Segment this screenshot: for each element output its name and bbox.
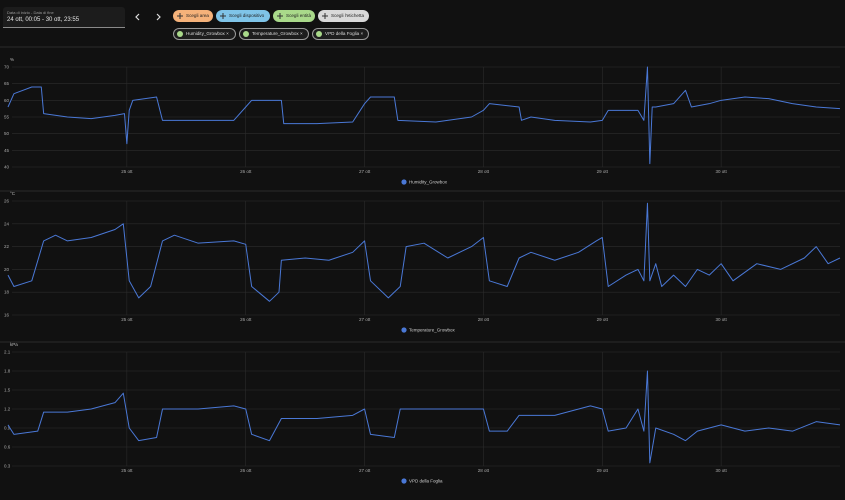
y-tick-label: 0.9 [4,426,11,431]
y-axis-unit: kPa [10,342,18,347]
legend-marker [401,327,407,333]
x-tick-label: 28 ott [478,468,490,473]
y-tick-label: 65 [4,81,10,86]
entity-chip[interactable]: Humidity_Growbox × [173,28,236,40]
y-tick-label: 20 [4,267,10,272]
y-axis-unit: °C [10,191,16,196]
x-tick-label: 27 ott [359,317,371,322]
legend-label: Temperature_Growbox [409,328,456,333]
y-tick-label: 70 [4,65,10,70]
y-tick-label: 24 [4,221,10,226]
y-tick-label: 1.2 [4,407,11,412]
x-tick-label: 26 ott [240,317,252,322]
series-line [7,370,841,464]
x-tick-label: 29 ott [597,169,609,174]
legend-marker [401,478,407,484]
x-tick-label: 26 ott [240,468,252,473]
y-tick-label: 26 [4,199,10,204]
nav-arrows [135,13,161,21]
chip-label: Scegli area [186,13,209,18]
x-tick-label: 25 ott [121,169,133,174]
legend-label: VPD della Foglia [409,479,443,484]
chip-entity[interactable]: Scegli entità [273,10,315,22]
x-tick-label: 25 ott [121,468,133,473]
date-label: Data di inizio - Data di fine [7,10,54,15]
y-tick-label: 1.8 [4,369,11,374]
y-tick-label: 22 [4,244,10,249]
chip-label: VPD della Foglia [325,31,360,36]
x-tick-label: 27 ott [359,468,371,473]
x-tick-label: 30 ott [716,317,728,322]
chip-label: Scegli l'etichetta [331,13,365,18]
chip-label: Scegli dispositivo [229,13,265,18]
x-tick-label: 30 ott [716,169,728,174]
y-tick-label: 45 [4,148,10,153]
x-tick-label: 27 ott [359,169,371,174]
x-tick-label: 28 ott [478,169,490,174]
y-tick-label: 1.5 [4,388,11,393]
chip-label: Scegli entità [286,13,312,18]
legend-marker [401,179,407,185]
y-tick-label: 2.1 [4,350,11,355]
y-tick-label: 60 [4,98,10,103]
chip-label-pick[interactable]: Scegli l'etichetta [318,10,369,22]
y-tick-label: 18 [4,290,10,295]
x-tick-label: 30 ott [716,468,728,473]
date-picker[interactable]: Data di inizio - Data di fine 24 ott, 00… [3,7,125,28]
x-tick-label: 28 ott [478,317,490,322]
x-tick-label: 26 ott [240,169,252,174]
y-tick-label: 40 [4,165,10,170]
x-tick-label: 29 ott [597,317,609,322]
series-line [7,66,841,165]
chip-area[interactable]: Scegli area [173,10,213,22]
prev-arrow[interactable] [135,13,140,21]
legend-label: Humidity_Growbox [409,180,448,185]
entity-chip[interactable]: Temperature_Growbox × [239,28,309,40]
date-range: 24 ott, 00:05 - 30 ott, 23:55 [7,17,80,23]
chip-label: Humidity_Growbox [186,31,225,36]
y-tick-label: 16 [4,313,10,318]
series-line [7,202,841,302]
next-arrow[interactable] [156,13,161,21]
chip-label: Temperature_Growbox [252,31,299,36]
y-tick-label: 55 [4,115,10,120]
y-tick-label: 0.6 [4,445,11,450]
entity-chip[interactable]: VPD della Foglia × [312,28,369,40]
chip-device[interactable]: Scegli dispositivo [216,10,270,22]
x-tick-label: 29 ott [597,468,609,473]
x-tick-label: 25 ott [121,317,133,322]
y-tick-label: 0.3 [4,464,11,469]
y-tick-label: 50 [4,131,10,136]
y-axis-unit: % [10,57,14,62]
